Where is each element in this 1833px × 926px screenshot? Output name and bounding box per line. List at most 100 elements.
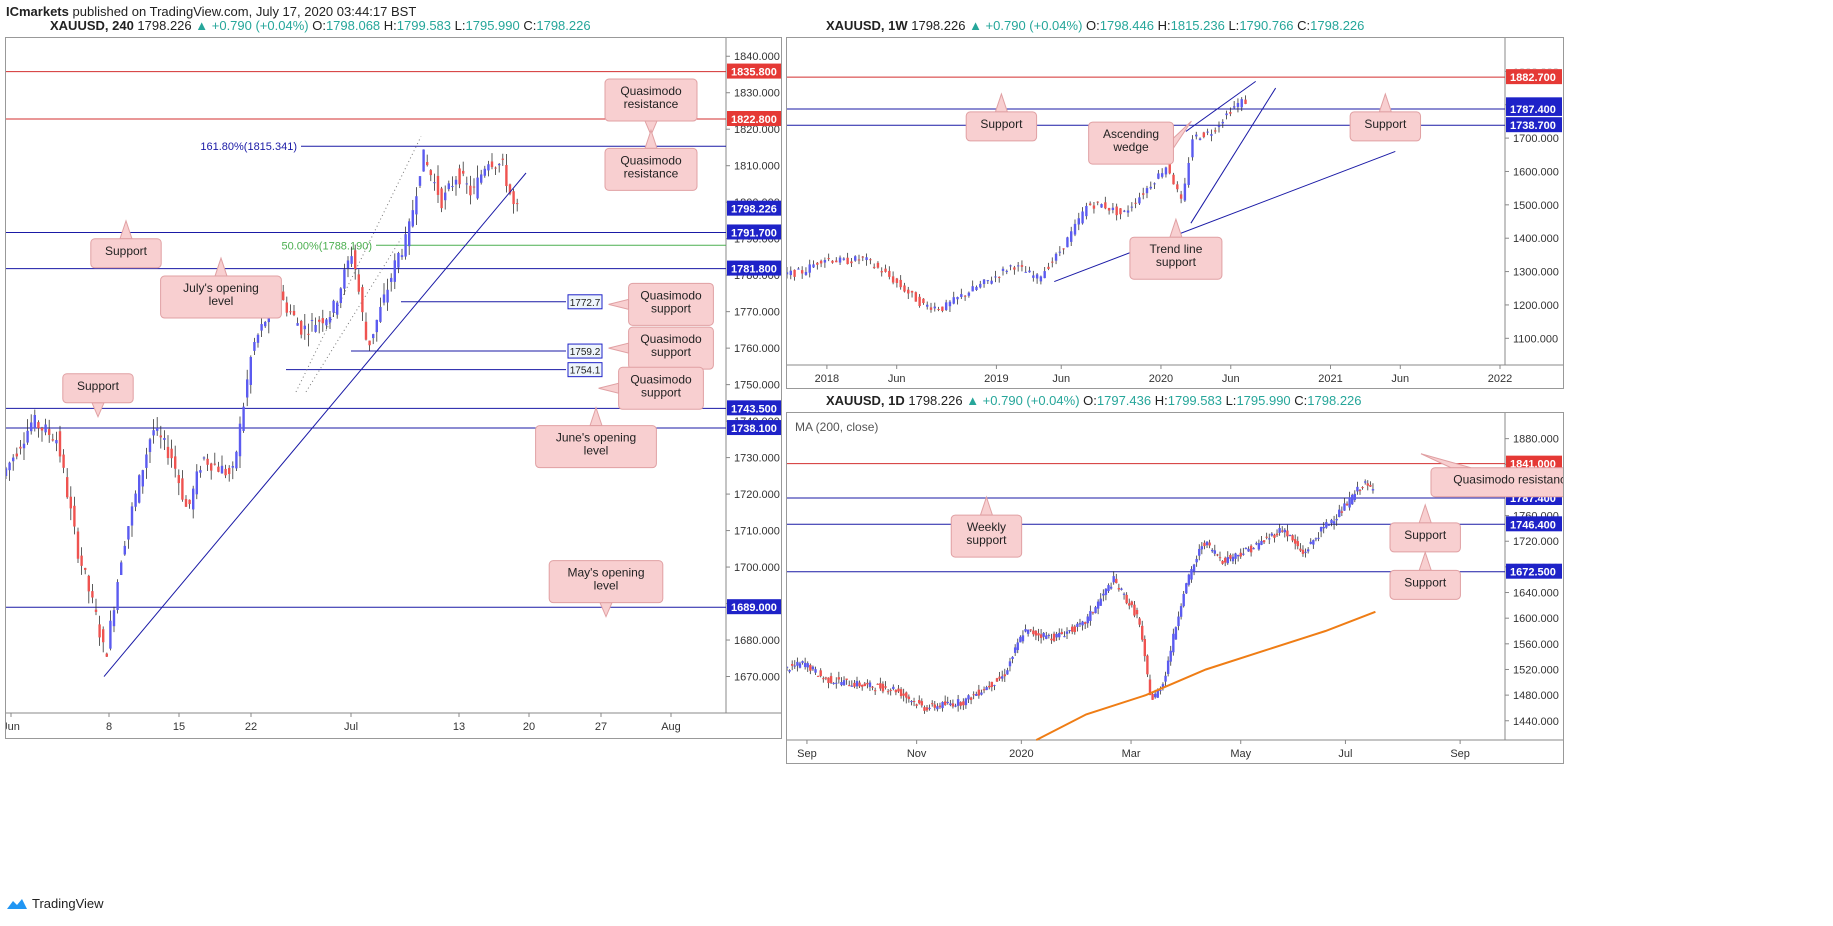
callout-text: Support	[980, 117, 1023, 131]
candle-body	[899, 689, 903, 697]
candle-body	[1190, 569, 1193, 580]
candle-body	[1164, 675, 1167, 682]
candle-body	[842, 680, 846, 686]
candle-body	[1156, 689, 1159, 698]
x-tick-label: Jun	[6, 721, 20, 733]
candle-body	[1210, 134, 1213, 136]
candle-body	[1026, 629, 1030, 634]
candle-body	[1229, 112, 1232, 114]
candle-body	[451, 186, 454, 188]
callout-pointer	[608, 298, 630, 310]
candle-body	[1319, 526, 1323, 532]
chart-panel-w1[interactable]: 1900.0001800.0001700.0001600.0001500.000…	[786, 37, 1564, 389]
candle-body	[1226, 557, 1229, 564]
candle-body	[831, 260, 834, 263]
footer: TradingView	[6, 896, 104, 911]
y-tick-label: 1300.000	[1513, 267, 1559, 279]
y-tick-label: 1720.000	[734, 489, 780, 501]
callout-text: July's opening	[183, 281, 259, 295]
callout-4: Support	[1389, 550, 1461, 600]
candle-body	[951, 703, 955, 707]
chart-title-w1: XAUUSD, 1W 1798.226 ▲ +0.790 (+0.04%) O:…	[826, 18, 1364, 33]
callout-text: Ascending	[1103, 127, 1159, 141]
candle-body	[1161, 684, 1165, 688]
publisher-name[interactable]: ICmarkets	[6, 4, 69, 19]
candle-body	[447, 183, 450, 190]
candle-body	[454, 179, 458, 185]
candle-body	[1088, 203, 1092, 206]
chart-panel-h4[interactable]: 1840.0001830.0001820.0001810.0001800.000…	[5, 37, 782, 739]
candle-body	[303, 325, 306, 330]
candle-body	[1024, 629, 1027, 632]
x-tick-label: Sep	[797, 748, 817, 760]
title-high: 1799.583	[1167, 393, 1222, 408]
candle-body	[982, 279, 986, 285]
candle-body	[1353, 493, 1357, 501]
candle-body	[256, 334, 260, 343]
candle-body	[1051, 261, 1054, 263]
candle-body	[1244, 99, 1247, 104]
candle-body	[1013, 267, 1016, 270]
candle-body	[1058, 251, 1062, 253]
candle-body	[181, 478, 184, 500]
candle-body	[249, 356, 252, 385]
candle-body	[816, 262, 819, 265]
title-last: 1798.226	[907, 18, 970, 33]
candle-body	[910, 701, 913, 703]
candle-body	[1185, 583, 1188, 594]
title-c-label: C:	[1290, 393, 1308, 408]
candle-body	[1145, 188, 1149, 194]
candle-body	[1138, 197, 1141, 204]
candle-body	[871, 686, 874, 688]
candle-body	[235, 451, 238, 469]
candle-body	[1231, 556, 1235, 562]
candle-body	[1077, 218, 1080, 225]
candle-body	[253, 341, 256, 351]
callout-text: Support	[77, 379, 120, 393]
y-tick-label: 1100.000	[1513, 333, 1558, 345]
candle-body	[1024, 271, 1027, 273]
candle-body	[1096, 201, 1099, 203]
candle-body	[127, 526, 130, 540]
candle-body	[1065, 631, 1069, 634]
candle-body	[897, 688, 900, 692]
callout-8: Support	[62, 373, 134, 419]
candle-body	[1236, 555, 1240, 557]
candle-body	[803, 662, 807, 668]
candle-body	[868, 682, 872, 687]
candle-body	[1112, 576, 1115, 583]
x-tick-label: Jun	[1391, 373, 1409, 385]
candle-body	[1351, 494, 1354, 505]
chart-panel-d1[interactable]: MA (200, close)1880.0001840.0001800.0001…	[786, 412, 1564, 764]
callout-pointer	[214, 256, 228, 277]
candle-body	[853, 682, 856, 687]
candle-body	[433, 182, 436, 184]
candle-body	[1019, 636, 1022, 643]
candle-body	[838, 257, 842, 263]
candle-body	[956, 297, 959, 300]
candle-body	[891, 276, 895, 283]
candle-body	[1085, 205, 1088, 217]
candle-body	[823, 260, 827, 263]
callout-text: level	[209, 294, 234, 308]
candle-body	[69, 496, 72, 509]
candle-body	[842, 258, 846, 260]
x-tick-label: Sep	[1450, 748, 1470, 760]
candle-body	[1225, 113, 1228, 116]
candle-body	[1115, 578, 1118, 584]
callout-text: level	[594, 579, 619, 593]
candle-body	[1283, 529, 1287, 533]
candle-body	[990, 681, 994, 688]
callout-pointer	[994, 92, 1009, 113]
candle-body	[1107, 585, 1110, 592]
level-price-box	[1506, 563, 1562, 579]
level-price-box	[1506, 516, 1562, 532]
footer-brand[interactable]: TradingView	[32, 896, 104, 911]
title-h-label: H:	[1151, 393, 1168, 408]
callout-box	[950, 514, 1023, 558]
candle-body	[382, 294, 386, 303]
candle-body	[123, 545, 126, 555]
tradingview-logo-icon	[7, 898, 27, 909]
